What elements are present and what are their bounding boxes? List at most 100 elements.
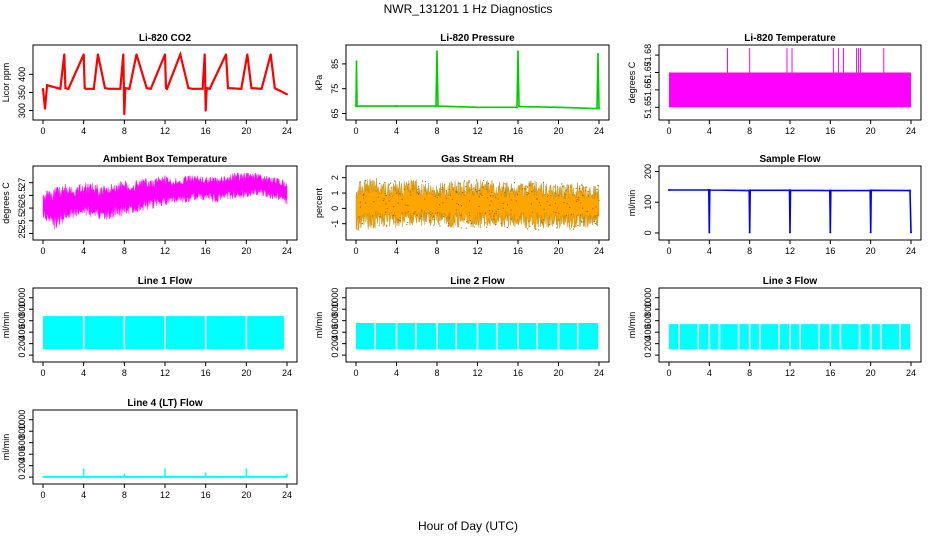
x-tick-label: 4 bbox=[81, 126, 86, 136]
data-point bbox=[539, 204, 541, 206]
y-tick-label: 0 bbox=[643, 230, 653, 235]
series bbox=[356, 322, 599, 350]
data-point bbox=[385, 203, 387, 205]
flow-band bbox=[518, 322, 537, 350]
data-point bbox=[504, 183, 506, 185]
y-tick-label: 65 bbox=[330, 109, 340, 119]
data-point bbox=[413, 213, 415, 215]
data-point bbox=[557, 106, 560, 109]
data-point bbox=[388, 184, 391, 186]
data-point bbox=[455, 209, 457, 211]
data-point bbox=[510, 218, 513, 220]
data-point bbox=[531, 211, 533, 213]
data-point bbox=[445, 190, 447, 192]
y-tick-label: 27 bbox=[17, 178, 27, 188]
data-point bbox=[542, 181, 545, 184]
y-tick-label: 200 bbox=[643, 336, 653, 351]
data-point bbox=[166, 87, 169, 90]
data-point bbox=[506, 226, 508, 229]
data-point bbox=[541, 222, 543, 224]
data-point bbox=[503, 187, 505, 189]
x-tick-label: 16 bbox=[201, 490, 211, 500]
data-point bbox=[406, 223, 408, 226]
data-point bbox=[420, 209, 423, 211]
data-point bbox=[401, 198, 403, 200]
flow-band bbox=[881, 324, 900, 350]
data-point bbox=[417, 192, 420, 195]
series-envelope bbox=[355, 177, 600, 231]
data-point bbox=[286, 93, 288, 96]
data-point bbox=[578, 199, 580, 201]
data-point bbox=[460, 205, 462, 207]
data-point bbox=[42, 87, 44, 90]
data-point bbox=[488, 213, 491, 215]
data-point bbox=[489, 204, 491, 206]
data-point bbox=[596, 214, 598, 216]
y-tick-label: 200 bbox=[330, 336, 340, 351]
y-axis-label: ml/min bbox=[1, 312, 11, 339]
panel-title: Ambient Box Temperature bbox=[103, 154, 228, 165]
data-point bbox=[708, 231, 711, 234]
data-point bbox=[246, 53, 249, 56]
data-point bbox=[437, 105, 440, 108]
data-point bbox=[596, 52, 599, 55]
y-tick-label: 1000 bbox=[17, 288, 27, 308]
data-point bbox=[469, 219, 471, 222]
data-point bbox=[569, 206, 571, 209]
data-point bbox=[495, 212, 497, 214]
data-point bbox=[468, 212, 470, 214]
flow-band bbox=[739, 324, 749, 350]
data-point bbox=[473, 226, 476, 228]
x-tick-label: 4 bbox=[394, 246, 399, 256]
flow-band bbox=[720, 324, 738, 350]
x-tick-label: 4 bbox=[81, 368, 86, 378]
x-tick-label: 12 bbox=[785, 368, 795, 378]
y-tick-label: 600 bbox=[17, 435, 27, 450]
y-tick-label: 600 bbox=[330, 313, 340, 328]
data-point bbox=[910, 231, 912, 234]
data-point bbox=[502, 202, 504, 205]
data-point bbox=[84, 87, 87, 90]
data-point bbox=[708, 188, 711, 191]
data-point bbox=[543, 219, 545, 221]
data-point bbox=[588, 195, 590, 197]
data-point bbox=[468, 182, 470, 184]
data-point bbox=[543, 208, 545, 211]
data-point bbox=[596, 223, 598, 225]
data-point bbox=[379, 216, 381, 218]
x-tick-label: 4 bbox=[707, 368, 712, 378]
data-point bbox=[436, 50, 438, 53]
data-point bbox=[575, 187, 577, 190]
series bbox=[43, 316, 284, 350]
data-point bbox=[488, 210, 491, 212]
series bbox=[41, 50, 288, 116]
data-point bbox=[561, 183, 563, 185]
data-point bbox=[468, 214, 471, 216]
x-tick-label: 16 bbox=[201, 126, 211, 136]
x-tick-label: 8 bbox=[122, 246, 127, 256]
flow-band bbox=[900, 324, 911, 350]
data-point bbox=[491, 191, 493, 193]
data-point bbox=[377, 196, 379, 198]
panel-line3: Line 3 Flow ml/min 0 4 8 12 16 20 24 0 20040060080… bbox=[627, 276, 922, 378]
data-point bbox=[379, 182, 381, 185]
data-point bbox=[448, 188, 450, 190]
data-point bbox=[474, 189, 476, 191]
data-point bbox=[465, 227, 467, 229]
data-point bbox=[431, 212, 433, 214]
data-point bbox=[362, 194, 364, 196]
data-point bbox=[492, 195, 494, 197]
data-point bbox=[394, 180, 396, 182]
x-tick-label: 0 bbox=[40, 126, 45, 136]
data-point bbox=[497, 208, 499, 210]
data-point bbox=[549, 204, 551, 206]
data-point bbox=[373, 200, 375, 203]
x-tick-label: 24 bbox=[594, 368, 604, 378]
data-point bbox=[526, 194, 528, 196]
data-point bbox=[789, 189, 792, 192]
data-point bbox=[484, 222, 486, 224]
y-axis-label: ml/min bbox=[627, 190, 637, 217]
panel-co2: Li-820 CO2 Licor ppm 0 4 8 12 16 20 24 300 350 400 bbox=[1, 33, 298, 136]
y-axis-label: Licor ppm bbox=[1, 63, 11, 103]
data-point bbox=[205, 87, 208, 90]
